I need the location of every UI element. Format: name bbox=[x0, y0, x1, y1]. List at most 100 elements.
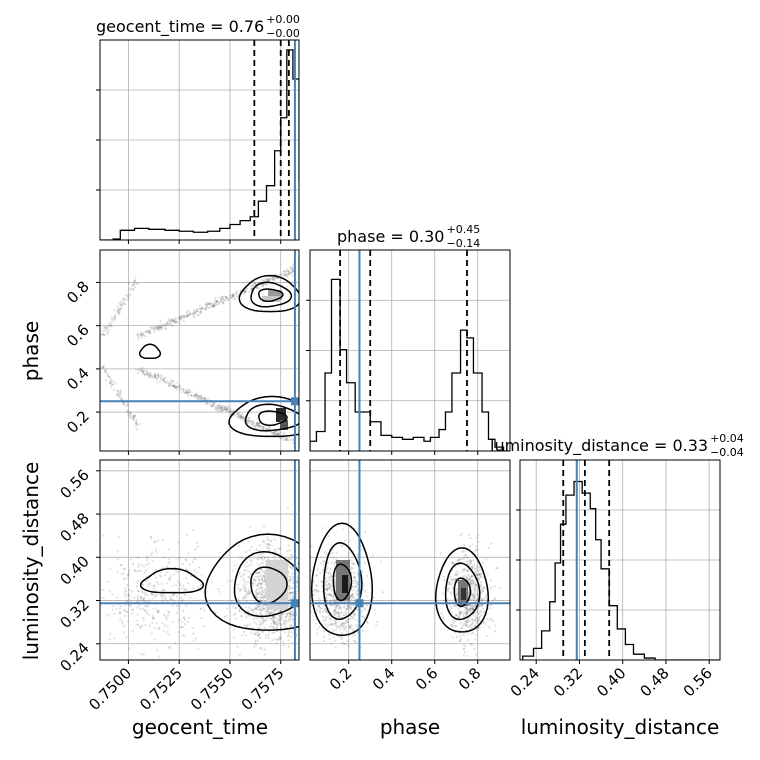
sample-point bbox=[153, 589, 156, 592]
sample-point bbox=[256, 584, 259, 588]
sample-point bbox=[148, 332, 151, 335]
sample-point bbox=[465, 613, 468, 616]
sample-point bbox=[242, 584, 245, 587]
sample-point bbox=[223, 406, 226, 410]
sample-point bbox=[111, 317, 114, 321]
sample-point bbox=[494, 624, 497, 627]
sample-point bbox=[251, 284, 254, 287]
sample-point bbox=[118, 611, 121, 614]
sample-point bbox=[175, 611, 178, 614]
sample-point bbox=[289, 578, 292, 581]
sample-point bbox=[257, 606, 261, 609]
sample-point bbox=[275, 433, 278, 436]
sample-point bbox=[278, 635, 281, 639]
sample-point bbox=[126, 410, 129, 413]
sample-point bbox=[132, 418, 135, 422]
sample-point bbox=[190, 395, 193, 398]
sample-point bbox=[347, 644, 350, 647]
sample-point bbox=[329, 553, 332, 556]
sample-point bbox=[375, 624, 378, 627]
sample-point bbox=[465, 611, 468, 614]
sample-point bbox=[210, 305, 213, 308]
sample-point bbox=[473, 580, 476, 583]
sample-point bbox=[130, 612, 134, 615]
sample-point bbox=[291, 614, 294, 617]
sample-point bbox=[469, 580, 472, 583]
sample-point bbox=[260, 599, 263, 603]
density-cell bbox=[262, 296, 280, 302]
sample-point bbox=[475, 634, 478, 637]
sample-point bbox=[325, 568, 328, 571]
sample-point bbox=[354, 641, 357, 644]
x-tick-label: 0.40 bbox=[593, 664, 629, 700]
sample-point bbox=[485, 558, 488, 561]
sample-point bbox=[175, 388, 178, 391]
sample-point bbox=[477, 612, 480, 615]
sample-point bbox=[178, 384, 181, 387]
sample-point bbox=[478, 573, 481, 576]
sample-point bbox=[235, 606, 238, 609]
sample-point bbox=[315, 590, 318, 593]
sample-point bbox=[195, 394, 198, 397]
contour-line bbox=[139, 567, 205, 594]
sample-point bbox=[168, 633, 171, 636]
sample-point bbox=[163, 614, 166, 617]
sample-point bbox=[240, 413, 244, 416]
sample-point bbox=[145, 371, 148, 374]
contour-line bbox=[257, 288, 284, 303]
sample-point bbox=[352, 582, 355, 585]
sample-point bbox=[285, 437, 288, 440]
sample-point bbox=[211, 302, 215, 305]
sample-point bbox=[162, 556, 165, 559]
sample-point bbox=[132, 415, 135, 418]
sample-point bbox=[248, 419, 251, 423]
sample-point bbox=[240, 416, 243, 419]
sample-point bbox=[167, 561, 170, 565]
sample-point bbox=[339, 605, 342, 608]
sample-point bbox=[127, 295, 130, 299]
sample-point bbox=[352, 634, 355, 637]
sample-point bbox=[252, 608, 255, 611]
sample-point bbox=[193, 308, 196, 311]
sample-point bbox=[253, 424, 256, 427]
sample-point bbox=[151, 593, 154, 597]
sample-point bbox=[361, 570, 364, 573]
sample-point bbox=[287, 588, 290, 592]
sample-point bbox=[282, 431, 285, 434]
x-tick-label: 0.7525 bbox=[136, 664, 186, 714]
sample-point bbox=[363, 608, 367, 611]
sample-point bbox=[455, 594, 458, 597]
sample-point bbox=[223, 298, 226, 302]
sample-point bbox=[355, 590, 358, 593]
sample-point bbox=[168, 382, 171, 386]
sample-point bbox=[264, 277, 267, 280]
sample-point bbox=[139, 334, 142, 337]
sample-point bbox=[325, 552, 328, 556]
sample-point bbox=[175, 317, 178, 320]
sample-point bbox=[199, 310, 202, 313]
sample-point bbox=[140, 596, 143, 599]
sample-point bbox=[351, 562, 354, 565]
sample-point bbox=[221, 297, 224, 300]
sample-point bbox=[286, 275, 289, 278]
sample-point bbox=[337, 604, 340, 607]
sample-point bbox=[129, 412, 132, 415]
sample-point bbox=[256, 592, 259, 595]
sample-point bbox=[135, 418, 138, 421]
sample-point bbox=[101, 333, 105, 336]
sample-point bbox=[296, 589, 299, 592]
sample-point bbox=[171, 593, 175, 596]
sample-point bbox=[236, 412, 240, 415]
sample-point bbox=[103, 370, 106, 373]
sample-point bbox=[124, 604, 127, 607]
sample-point bbox=[469, 536, 472, 539]
sample-point bbox=[119, 618, 122, 621]
sample-point bbox=[275, 620, 278, 624]
sample-point bbox=[255, 572, 258, 575]
sample-point bbox=[136, 332, 140, 335]
sample-point bbox=[471, 626, 474, 629]
sample-point bbox=[493, 597, 496, 601]
sample-point bbox=[221, 408, 224, 412]
sample-point bbox=[264, 633, 267, 637]
sample-point bbox=[261, 540, 265, 543]
